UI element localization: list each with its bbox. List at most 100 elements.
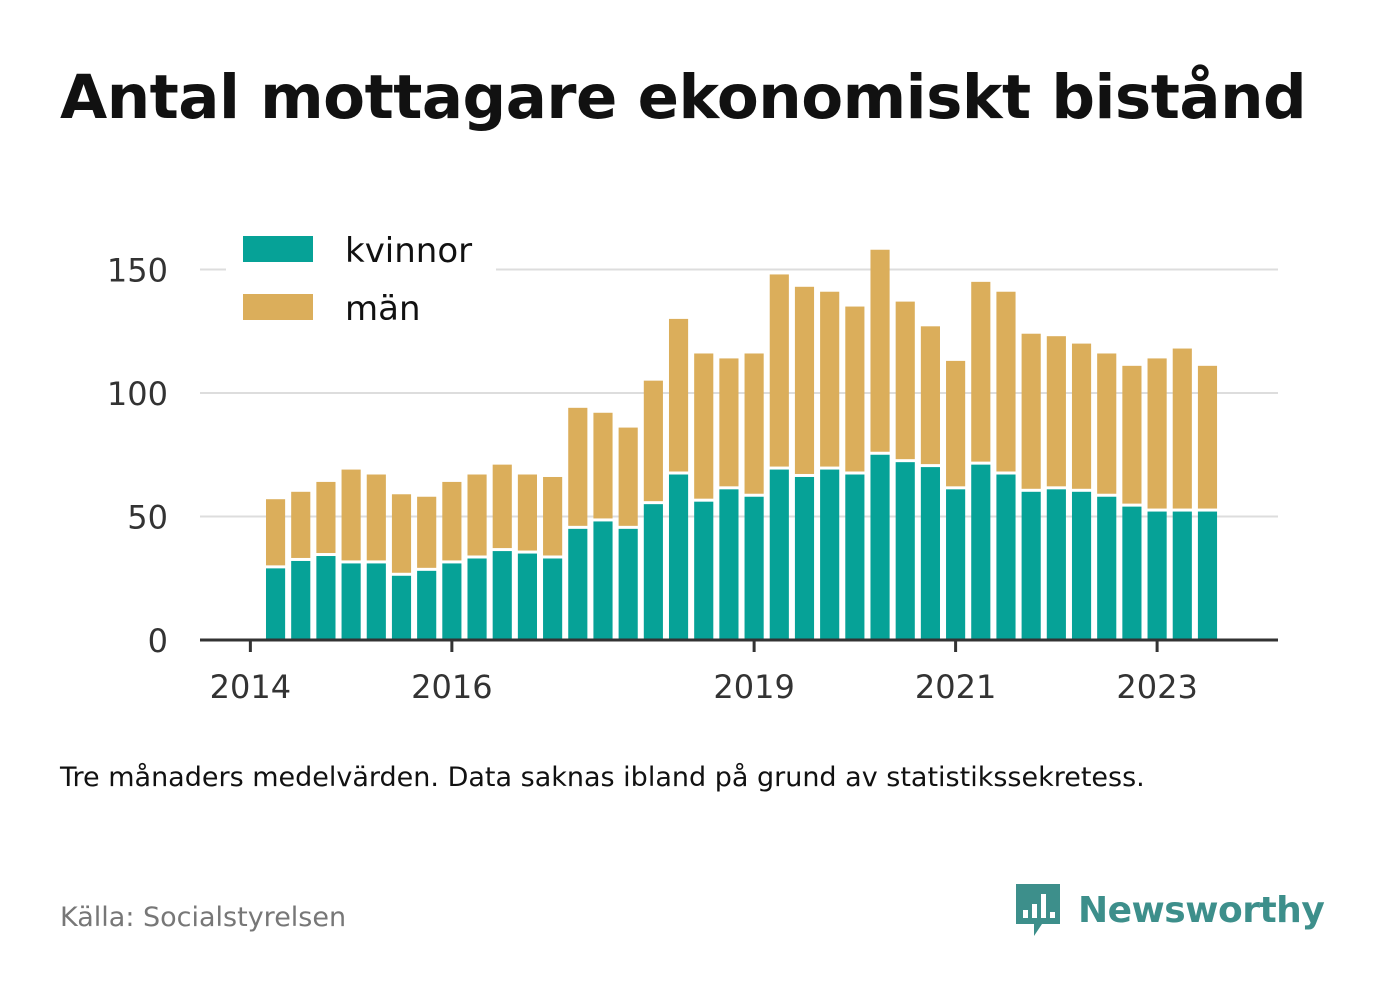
- bar-kvinnor: [467, 558, 487, 640]
- bar-man: [341, 469, 361, 561]
- bar-man: [543, 476, 563, 556]
- x-tick-label: 2023: [1116, 668, 1197, 706]
- bar-kvinnor: [694, 501, 714, 640]
- bar-kvinnor: [517, 553, 538, 640]
- bar-kvinnor: [794, 476, 815, 640]
- bar-kvinnor: [845, 474, 865, 640]
- bar-man: [265, 499, 286, 566]
- brand-name: Newsworthy: [1078, 889, 1325, 931]
- bar-kvinnor: [1097, 496, 1117, 640]
- newsworthy-logo-icon: [1016, 884, 1060, 936]
- source-label: Källa: Socialstyrelsen: [60, 902, 347, 933]
- bar-kvinnor: [1172, 511, 1192, 640]
- legend-label: kvinnor: [345, 231, 472, 271]
- bar-kvinnor: [870, 454, 890, 640]
- bar-man: [517, 474, 538, 551]
- bar-kvinnor: [1197, 511, 1218, 640]
- bar-kvinnor: [1147, 511, 1167, 640]
- bar-man: [1021, 333, 1041, 489]
- bar-man: [467, 474, 487, 556]
- bar-kvinnor: [265, 568, 286, 640]
- bar-kvinnor: [593, 521, 613, 640]
- bar-kvinnor: [895, 462, 915, 640]
- bar-man: [291, 491, 311, 558]
- bar-kvinnor: [492, 551, 512, 640]
- bar-man: [316, 481, 336, 554]
- x-axis-tick-labels: 2014 2016 2019 2021 2023: [210, 668, 1198, 706]
- bar-kvinnor: [971, 464, 991, 640]
- bar-man: [1046, 336, 1066, 487]
- bar-man: [618, 427, 638, 526]
- bar-man: [971, 281, 991, 462]
- bar-kvinnor: [291, 560, 311, 640]
- bar-man: [1197, 365, 1218, 509]
- bar-man: [946, 360, 966, 487]
- bar-kvinnor: [543, 558, 563, 640]
- bar-kvinnor: [341, 563, 361, 640]
- y-tick-label: 150: [107, 252, 168, 290]
- bar-man: [870, 249, 890, 452]
- bar-man: [744, 353, 764, 494]
- bar-man: [391, 494, 412, 573]
- bar-man: [845, 306, 865, 472]
- bar-man: [568, 407, 588, 526]
- bar-man: [719, 358, 739, 487]
- legend-swatch: [243, 236, 313, 262]
- bar-kvinnor: [946, 489, 966, 640]
- bar-man: [442, 481, 462, 561]
- legend-swatch: [243, 294, 313, 320]
- bar-man: [1097, 353, 1117, 494]
- brand-logo[interactable]: Newsworthy: [1012, 880, 1325, 940]
- y-tick-label: 0: [148, 622, 168, 660]
- bar-man: [1172, 348, 1192, 509]
- bar-man: [1122, 365, 1142, 504]
- bar-man: [593, 412, 613, 519]
- legend: kvinnor män: [226, 222, 496, 340]
- bar-kvinnor: [366, 563, 386, 640]
- bar-man: [794, 286, 815, 474]
- bar-kvinnor: [668, 474, 689, 640]
- y-axis-tick-labels: 0 50 100 150: [107, 252, 168, 661]
- bar-kvinnor: [769, 469, 789, 640]
- bar-kvinnor: [316, 556, 336, 640]
- x-axis: [200, 638, 1278, 652]
- legend-label: män: [345, 289, 421, 329]
- x-tick-label: 2016: [411, 668, 492, 706]
- bar-kvinnor: [417, 570, 437, 640]
- bar-kvinnor: [1071, 491, 1092, 640]
- y-tick-label: 50: [127, 499, 168, 537]
- x-tick-label: 2021: [915, 668, 996, 706]
- bar-man: [1071, 343, 1092, 489]
- bar-man: [643, 380, 663, 502]
- chart-note: Tre månaders medelvärden. Data saknas ib…: [60, 762, 1145, 793]
- bar-kvinnor: [643, 504, 663, 640]
- bar-kvinnor: [820, 469, 840, 640]
- bar-man: [769, 274, 789, 467]
- x-tick-label: 2019: [713, 668, 794, 706]
- bar-man: [668, 318, 689, 472]
- bar-man: [366, 474, 386, 561]
- bar-kvinnor: [996, 474, 1016, 640]
- x-tick-label: 2014: [210, 668, 291, 706]
- bar-kvinnor: [744, 496, 764, 640]
- bar-man: [895, 301, 915, 460]
- bar-man: [492, 464, 512, 549]
- bar-kvinnor: [920, 467, 940, 640]
- bar-series: [265, 249, 1218, 640]
- bar-kvinnor: [1046, 489, 1066, 640]
- bar-kvinnor: [1021, 491, 1041, 640]
- bar-man: [996, 291, 1016, 472]
- bar-kvinnor: [618, 528, 638, 640]
- bar-kvinnor: [719, 489, 739, 640]
- bar-man: [920, 326, 940, 465]
- bar-kvinnor: [568, 528, 588, 640]
- bar-man: [1147, 358, 1167, 509]
- bar-kvinnor: [1122, 506, 1142, 640]
- bar-man: [694, 353, 714, 499]
- y-tick-label: 100: [107, 375, 168, 413]
- bar-man: [417, 496, 437, 568]
- bar-man: [820, 291, 840, 467]
- bar-kvinnor: [391, 575, 412, 640]
- chart-title: Antal mottagare ekonomiskt bistånd: [60, 62, 1307, 133]
